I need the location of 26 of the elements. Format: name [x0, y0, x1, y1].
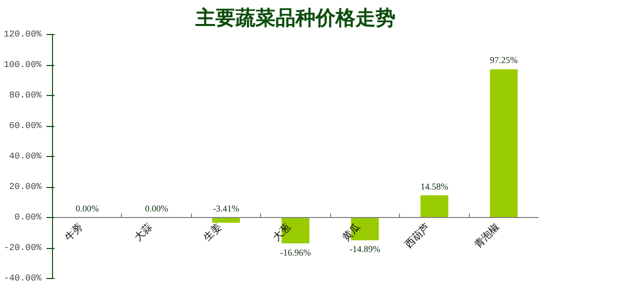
data-label: -14.89% [350, 244, 381, 254]
y-tick-label: -40.00% [4, 274, 42, 284]
x-tick-label: 牛蒡 [62, 220, 86, 244]
data-label: -16.96% [280, 247, 312, 258]
x-tick-label: 生姜 [201, 220, 224, 244]
y-tick-label: 60.00% [9, 121, 42, 131]
x-tick-label: 黄瓜 [340, 220, 363, 244]
data-label: 0.00% [145, 204, 169, 214]
y-tick-label: -20.00% [4, 243, 42, 253]
x-tick-label: 大蒜 [132, 220, 155, 244]
y-tick-label: 0.00% [14, 212, 42, 222]
y-tick-label: 80.00% [9, 90, 42, 100]
chart-title: 主要蔬菜品种价格走势 [194, 6, 396, 30]
y-tick-label: 20.00% [9, 182, 42, 192]
y-tick-label: 100.00% [4, 60, 42, 70]
data-label: -3.41% [212, 204, 240, 214]
x-tick-label: 青泡椒 [472, 220, 502, 251]
data-label: 14.58% [420, 181, 449, 192]
bar [420, 195, 448, 218]
y-tick-label: 40.00% [9, 152, 42, 162]
x-tick-label: 西葫芦 [402, 220, 432, 251]
y-tick-label: 120.00% [4, 30, 42, 40]
data-label: 97.25% [490, 55, 518, 66]
data-label: 0.00% [76, 204, 100, 214]
bar [490, 69, 518, 218]
x-tick-label: 大葱 [270, 220, 294, 244]
